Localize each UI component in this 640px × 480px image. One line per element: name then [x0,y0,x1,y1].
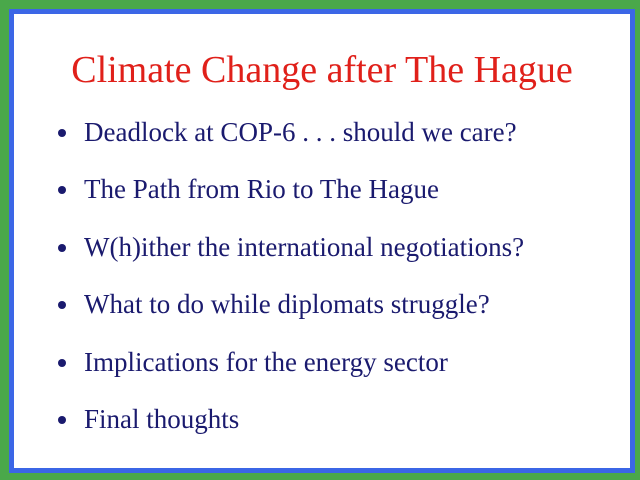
bullet-text: What to do while diplomats struggle? [84,289,490,319]
slide-canvas: Climate Change after The Hague Deadlock … [9,9,635,473]
bullet-icon [58,129,66,137]
bullet-icon [58,359,66,367]
bullet-icon [58,186,66,194]
bullet-text: Implications for the energy sector [84,347,448,377]
bullet-text: Final thoughts [84,404,240,434]
slide-title: Climate Change after The Hague [71,49,573,91]
bullet-text: The Path from Rio to The Hague [84,174,439,204]
bullet-text: Deadlock at COP-6 . . . should we care? [84,117,517,147]
bullet-icon [58,244,66,252]
bullet-text: W(h)ither the international negotiations… [84,232,525,262]
bullet-icon [58,301,66,309]
bullet-icon [58,416,66,424]
